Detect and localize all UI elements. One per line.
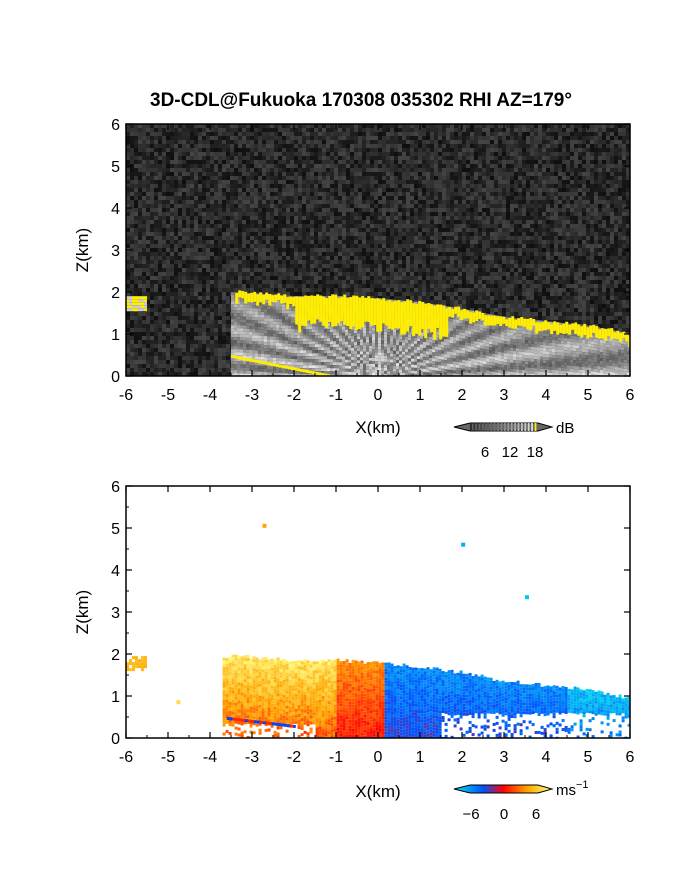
reflectivity-y-tick-label: 1: [111, 327, 120, 344]
velocity-y-tick-label: 6: [111, 479, 120, 496]
velocity-axis-ticks: -6 -5 -4 -3 -2 -1 0 1 2 3 4 5 6 0 1 2 3 4 5 6: [111, 479, 634, 766]
velocity-colorbar-tick-0: 0: [500, 806, 508, 823]
reflectivity-x-tick-label: 0: [374, 387, 383, 404]
reflectivity-yellow-rim: [235, 290, 630, 347]
reflectivity-colorbar: dB 6 12 18: [453, 420, 574, 461]
reflectivity-field: [126, 124, 630, 376]
reflectivity-low-band: [126, 296, 330, 376]
velocity-colorbar-unit: ms−1: [556, 779, 589, 799]
reflectivity-colorbar-tick-18: 18: [527, 444, 544, 461]
reflectivity-echo: [231, 292, 630, 376]
velocity-colorbar-bar: [453, 784, 554, 794]
reflectivity-x-tick-label: 4: [542, 387, 551, 404]
velocity-echo: [222, 654, 630, 738]
reflectivity-x-tick-label: 5: [584, 387, 593, 404]
velocity-x-tick-label: 2: [458, 749, 467, 766]
velocity-x-tick-label: 1: [416, 749, 425, 766]
velocity-y-tick-label: 2: [111, 647, 120, 664]
velocity-x-tick-label: -4: [203, 749, 217, 766]
reflectivity-x-tick-label: 3: [500, 387, 509, 404]
reflectivity-y-tick-label: 6: [111, 117, 120, 134]
reflectivity-axis-ticks: -6 -5 -4 -3 -2 -1 0 1 2 3 4 5 6 0 1 2 3 4 5 6: [111, 117, 634, 404]
velocity-colorbar-unit-base: ms: [556, 782, 576, 799]
velocity-colorbar: ms−1 −6 0 6: [453, 779, 589, 823]
velocity-x-tick-label: -5: [161, 749, 175, 766]
reflectivity-colorbar-tick-6: 6: [481, 444, 489, 461]
velocity-x-tick-label: -3: [245, 749, 259, 766]
reflectivity-y-tick-label: 0: [111, 369, 120, 386]
velocity-x-tick-label: -2: [287, 749, 301, 766]
velocity-colorbar-tick-6: 6: [532, 806, 540, 823]
velocity-x-tick-label: 3: [500, 749, 509, 766]
velocity-y-tick-label: 4: [111, 563, 120, 580]
reflectivity-x-tick-label: -5: [161, 387, 175, 404]
reflectivity-x-axis-label: X(km): [355, 418, 400, 437]
reflectivity-colorbar-unit: dB: [556, 420, 574, 437]
reflectivity-x-tick-label: 6: [626, 387, 635, 404]
velocity-colorbar-tick-minus6: −6: [462, 806, 479, 823]
velocity-x-tick-label: 4: [542, 749, 551, 766]
reflectivity-x-tick-label: -4: [203, 387, 217, 404]
velocity-y-tick-label: 0: [111, 731, 120, 748]
reflectivity-x-tick-label: 2: [458, 387, 467, 404]
velocity-x-axis-label: X(km): [355, 782, 400, 801]
velocity-x-tick-label: 5: [584, 749, 593, 766]
reflectivity-x-tick-label: -3: [245, 387, 259, 404]
velocity-y-tick-label: 5: [111, 521, 120, 538]
chart-title: 3D-CDL@Fukuoka 170308 035302 RHI AZ=179°: [150, 90, 572, 111]
velocity-y-tick-label: 1: [111, 689, 120, 706]
reflectivity-y-tick-label: 2: [111, 285, 120, 302]
velocity-scattered-echoes: [126, 523, 529, 728]
velocity-x-tick-label: 6: [626, 749, 635, 766]
velocity-y-tick-label: 3: [111, 605, 120, 622]
velocity-x-tick-label: -1: [329, 749, 343, 766]
velocity-panel: -6 -5 -4 -3 -2 -1 0 1 2 3 4 5 6 0 1 2 3 4 5 6 X(km) Z(km) m…: [73, 479, 635, 823]
velocity-colorbar-unit-exponent: −1: [576, 779, 589, 791]
reflectivity-colorbar-bar: [453, 422, 554, 432]
reflectivity-y-tick-label: 3: [111, 243, 120, 260]
velocity-x-tick-label: 0: [374, 749, 383, 766]
reflectivity-y-axis-label: Z(km): [73, 228, 92, 272]
reflectivity-x-tick-label: 1: [416, 387, 425, 404]
reflectivity-colorbar-stripes: [470, 423, 537, 431]
reflectivity-colorbar-tick-12: 12: [502, 444, 519, 461]
velocity-field: [126, 486, 630, 738]
reflectivity-x-tick-label: -2: [287, 387, 301, 404]
velocity-y-axis-label: Z(km): [73, 590, 92, 634]
reflectivity-x-tick-label: -6: [119, 387, 133, 404]
velocity-x-tick-label: -6: [119, 749, 133, 766]
reflectivity-x-tick-label: -1: [329, 387, 343, 404]
reflectivity-y-tick-label: 4: [111, 201, 120, 218]
reflectivity-y-tick-label: 5: [111, 159, 120, 176]
